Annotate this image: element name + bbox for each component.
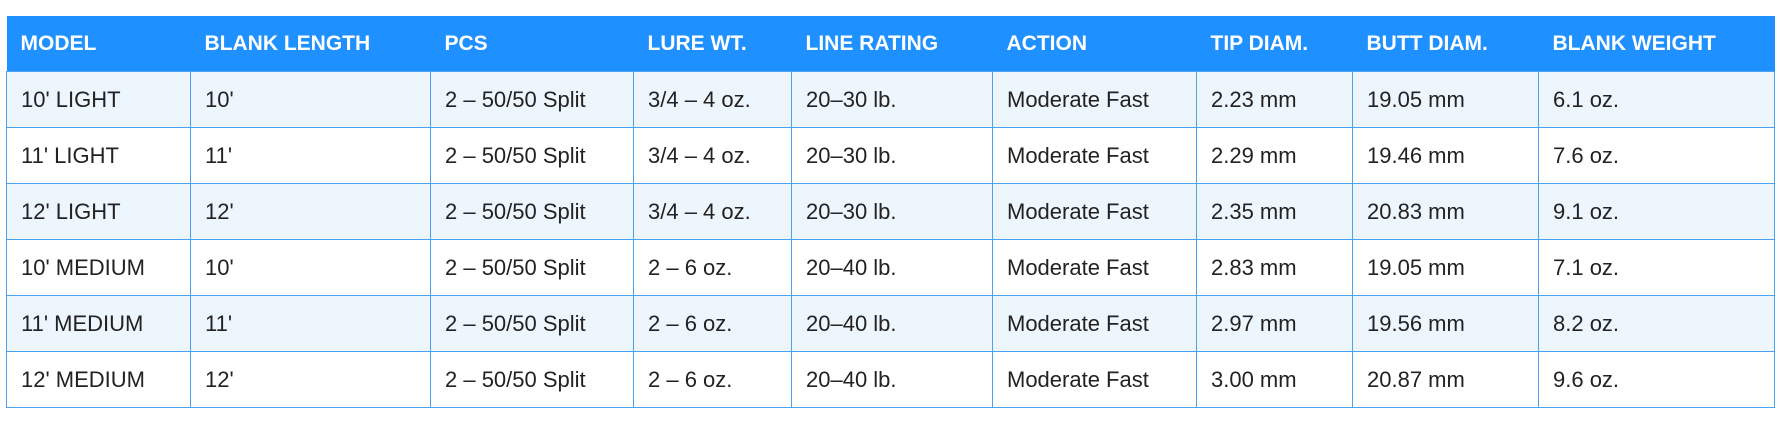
table-cell: 2.83 mm <box>1196 239 1353 296</box>
header-cell: TIP DIAM. <box>1196 16 1353 72</box>
header-row: MODEL BLANK LENGTH PCS LURE WT. LINE RATING A… <box>6 16 1775 72</box>
table-cell: 3.00 mm <box>1196 351 1353 408</box>
table-cell: 20–40 lb. <box>791 295 993 352</box>
table-cell: 12' LIGHT <box>6 183 191 240</box>
table-cell: 10' MEDIUM <box>6 239 191 296</box>
table-cell: 2 – 50/50 Split <box>430 127 634 184</box>
table-cell: 20–30 lb. <box>791 71 993 128</box>
header-cell: BLANK WEIGHT <box>1538 16 1775 72</box>
table-cell: 20–40 lb. <box>791 239 993 296</box>
table-cell: Moderate Fast <box>992 239 1197 296</box>
table-cell: 20–30 lb. <box>791 183 993 240</box>
table-row: 11' MEDIUM 11' 2 – 50/50 Split 2 – 6 oz. 20–… <box>6 295 1775 352</box>
table-row: 10' MEDIUM 10' 2 – 50/50 Split 2 – 6 oz. 20–… <box>6 239 1775 296</box>
table-cell: 20.87 mm <box>1352 351 1539 408</box>
table-cell: Moderate Fast <box>992 127 1197 184</box>
table-cell: 2 – 50/50 Split <box>430 295 634 352</box>
table-cell: 3/4 – 4 oz. <box>633 71 792 128</box>
table-cell: 19.05 mm <box>1352 239 1539 296</box>
table-cell: 2 – 50/50 Split <box>430 183 634 240</box>
header-cell: BUTT DIAM. <box>1352 16 1539 72</box>
table-cell: 19.56 mm <box>1352 295 1539 352</box>
table-cell: 2.97 mm <box>1196 295 1353 352</box>
header-cell: PCS <box>430 16 634 72</box>
header-cell: BLANK LENGTH <box>190 16 431 72</box>
table-cell: 11' <box>190 295 431 352</box>
table-cell: Moderate Fast <box>992 295 1197 352</box>
table-cell: 10' <box>190 239 431 296</box>
table-cell: 11' <box>190 127 431 184</box>
table-cell: 8.2 oz. <box>1538 295 1775 352</box>
table-cell: 11' LIGHT <box>6 127 191 184</box>
table-cell: 12' <box>190 351 431 408</box>
table-cell: 10' <box>190 71 431 128</box>
table-cell: 2.23 mm <box>1196 71 1353 128</box>
table-row: 12' MEDIUM 12' 2 – 50/50 Split 2 – 6 oz. 20–… <box>6 351 1775 408</box>
table-cell: 19.46 mm <box>1352 127 1539 184</box>
table-cell: 2 – 6 oz. <box>633 239 792 296</box>
header-cell: LURE WT. <box>633 16 792 72</box>
table-cell: 2 – 6 oz. <box>633 295 792 352</box>
table-cell: 19.05 mm <box>1352 71 1539 128</box>
table-cell: 20.83 mm <box>1352 183 1539 240</box>
table-cell: 3/4 – 4 oz. <box>633 183 792 240</box>
table-cell: 12' <box>190 183 431 240</box>
table-cell: 9.6 oz. <box>1538 351 1775 408</box>
table-cell: 20–40 lb. <box>791 351 993 408</box>
header-cell: LINE RATING <box>791 16 993 72</box>
header-cell: MODEL <box>6 16 191 72</box>
table-cell: 2.29 mm <box>1196 127 1353 184</box>
spec-table: MODEL BLANK LENGTH PCS LURE WT. LINE RATING A… <box>6 16 1775 408</box>
table-cell: 9.1 oz. <box>1538 183 1775 240</box>
table-cell: Moderate Fast <box>992 71 1197 128</box>
table-cell: 2 – 50/50 Split <box>430 351 634 408</box>
table-cell: 2.35 mm <box>1196 183 1353 240</box>
table-cell: 2 – 50/50 Split <box>430 239 634 296</box>
table-cell: 3/4 – 4 oz. <box>633 127 792 184</box>
table-body: 10' LIGHT 10' 2 – 50/50 Split 3/4 – 4 oz. 20… <box>6 71 1775 408</box>
table-cell: 10' LIGHT <box>6 71 191 128</box>
table-cell: 12' MEDIUM <box>6 351 191 408</box>
table-cell: Moderate Fast <box>992 351 1197 408</box>
table-cell: 11' MEDIUM <box>6 295 191 352</box>
header-cell: ACTION <box>992 16 1197 72</box>
table-cell: 7.1 oz. <box>1538 239 1775 296</box>
table-row: 12' LIGHT 12' 2 – 50/50 Split 3/4 – 4 oz. 20… <box>6 183 1775 240</box>
table-row: 10' LIGHT 10' 2 – 50/50 Split 3/4 – 4 oz. 20… <box>6 71 1775 128</box>
table-cell: Moderate Fast <box>992 183 1197 240</box>
table-cell: 2 – 50/50 Split <box>430 71 634 128</box>
table-row: 11' LIGHT 11' 2 – 50/50 Split 3/4 – 4 oz. 20… <box>6 127 1775 184</box>
table-cell: 20–30 lb. <box>791 127 993 184</box>
table-cell: 2 – 6 oz. <box>633 351 792 408</box>
table-cell: 7.6 oz. <box>1538 127 1775 184</box>
table-cell: 6.1 oz. <box>1538 71 1775 128</box>
